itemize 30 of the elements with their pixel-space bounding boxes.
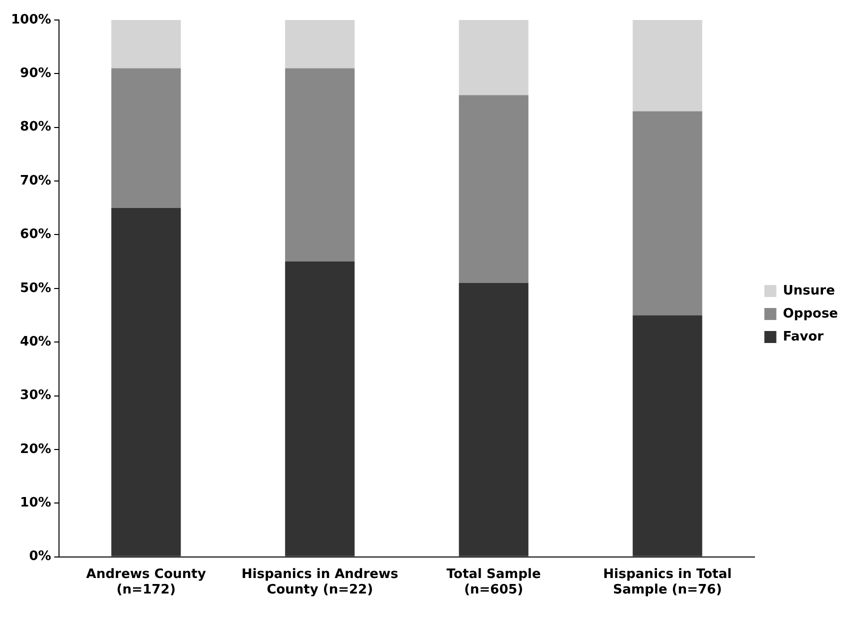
y-tick-label: 10%	[20, 495, 52, 510]
bar	[458, 283, 528, 556]
y-tick-label: 70%	[20, 173, 52, 188]
x-tick-label: Hispanics in Total Sample (n=76)	[603, 566, 732, 598]
legend-label: Unsure	[782, 283, 836, 298]
bar	[458, 20, 528, 96]
x-tick-label: Hispanics in Andrews County (n=22)	[242, 566, 398, 598]
y-tick-label: 100%	[10, 12, 52, 28]
y-tick-label: 60%	[20, 227, 52, 242]
y-tick-label: 90%	[20, 66, 52, 82]
bar	[632, 315, 702, 556]
legend-label: Oppose	[782, 306, 838, 322]
bar	[632, 111, 702, 316]
x-tick-label: Andrews County (n=172)	[86, 566, 206, 598]
y-tick-label: 50%	[20, 280, 52, 296]
y-tick-label: 0%	[29, 549, 52, 564]
y-tick-label: 20%	[20, 442, 52, 457]
bar	[285, 68, 355, 262]
bar	[111, 208, 181, 556]
y-tick-label: 30%	[20, 388, 52, 404]
legend-label: Favor	[782, 329, 824, 344]
bar	[458, 95, 528, 284]
bar	[111, 68, 181, 208]
y-tick-label: 80%	[20, 120, 52, 135]
bar	[632, 20, 702, 112]
bar	[285, 20, 355, 68]
bar	[111, 20, 181, 68]
x-tick-label: Total Sample (n=605)	[446, 566, 541, 598]
y-tick-label: 40%	[20, 334, 52, 350]
bar	[285, 262, 355, 556]
